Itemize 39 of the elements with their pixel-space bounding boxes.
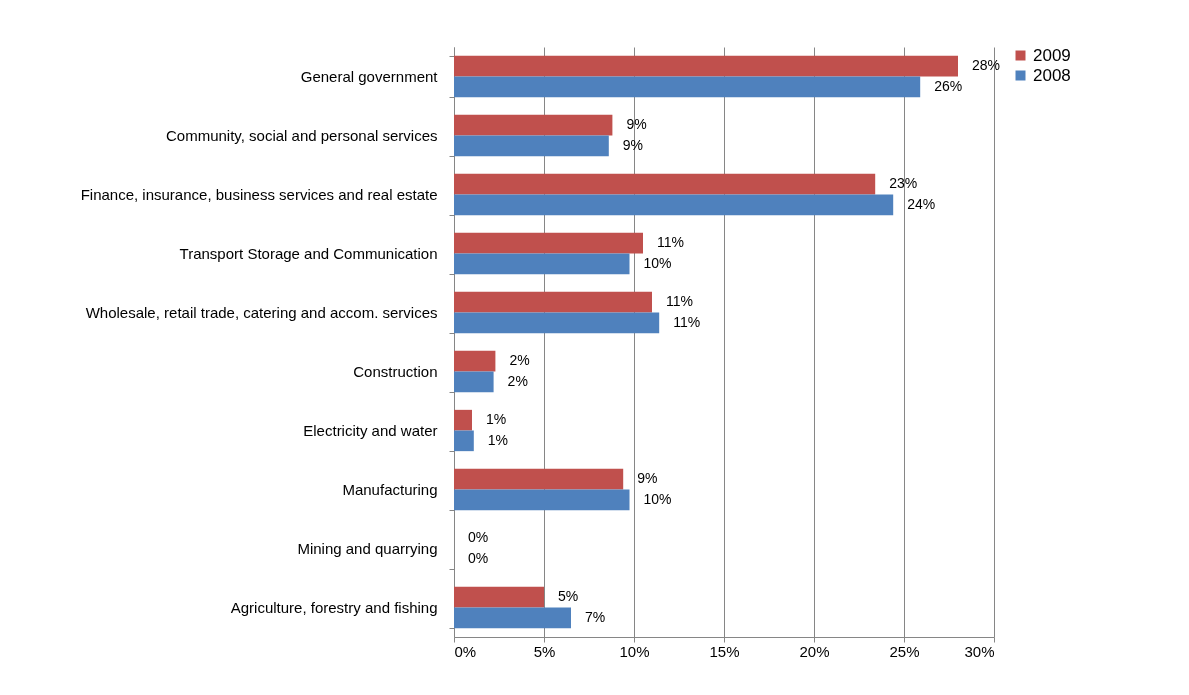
x-tick-label: 0%	[454, 642, 477, 660]
data-label: 11%	[666, 293, 693, 310]
data-label: 9%	[626, 116, 647, 133]
data-label: 10%	[643, 490, 672, 507]
y-tick-label: Construction	[353, 363, 438, 380]
data-label: 10%	[643, 254, 672, 271]
data-label: 9%	[622, 136, 644, 153]
x-tick-label: 20%	[799, 642, 830, 660]
data-label: 7%	[585, 608, 606, 625]
data-label: 11%	[673, 313, 701, 330]
y-tick-label: Electricity and water	[303, 422, 438, 439]
data-label: 2%	[509, 352, 530, 369]
data-label: 26%	[934, 77, 963, 94]
y-tick-label: General government	[300, 68, 439, 85]
data-label: 1%	[486, 411, 507, 428]
data-label: 28%	[972, 57, 1001, 74]
data-label: 0%	[468, 549, 489, 566]
y-tick-label: Wholesale, retail trade, catering and accom. services	[85, 304, 438, 321]
data-label: 23%	[889, 175, 918, 192]
x-tick-label: 25%	[889, 642, 920, 660]
data-label: 24%	[907, 195, 936, 212]
y-tick-label: Finance, insurance, business services and real estate	[80, 186, 438, 203]
data-label: 1%	[487, 431, 509, 448]
y-tick-label: Community, social and personal services	[165, 127, 438, 144]
legend-label: 2009	[1033, 45, 1071, 65]
data-label: 0%	[468, 529, 489, 546]
y-tick-label: Agriculture, forestry and fishing	[230, 599, 438, 616]
data-label: 11%	[657, 234, 684, 251]
x-tick-label: 5%	[533, 642, 556, 660]
legend-label: 2008	[1033, 65, 1071, 85]
x-tick-label: 15%	[709, 642, 740, 660]
y-tick-label: Mining and quarrying	[297, 540, 438, 557]
data-label: 9%	[637, 470, 658, 487]
data-label: 5%	[558, 588, 579, 605]
y-tick-label: Transport Storage and Communication	[179, 245, 438, 262]
data-label: 2%	[507, 372, 528, 389]
y-tick-label: Manufacturing	[342, 481, 438, 498]
x-tick-label: 30%	[964, 642, 995, 660]
x-tick-label: 10%	[619, 642, 650, 660]
